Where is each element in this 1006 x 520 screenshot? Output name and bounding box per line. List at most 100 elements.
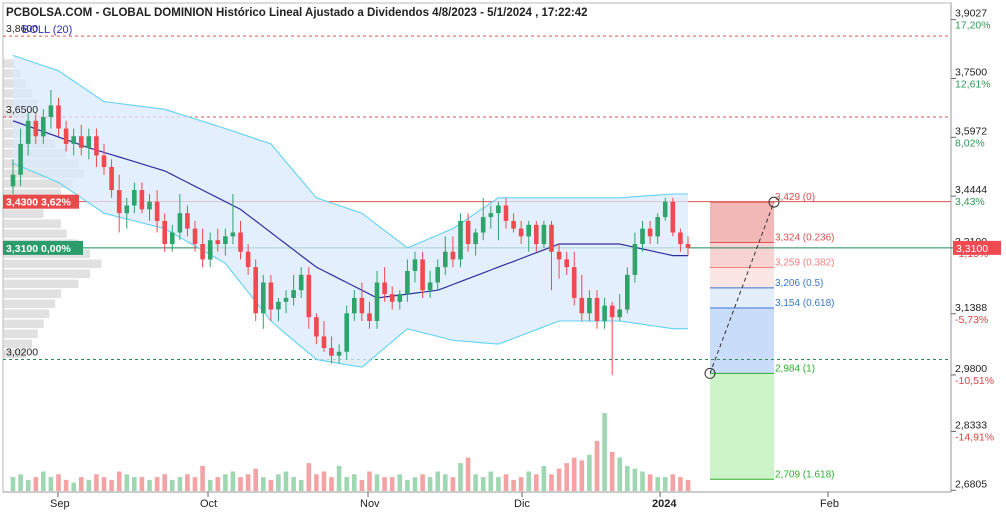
volume-profile-bar [3, 289, 61, 299]
volume-bar [427, 477, 433, 491]
last-price-box [953, 240, 1001, 255]
volume-bar [465, 457, 471, 491]
candle-body [170, 232, 175, 245]
candle-body [480, 217, 486, 233]
volume-bar [640, 471, 645, 491]
volume-profile-bar [3, 299, 56, 309]
volume-bar [215, 477, 221, 491]
volume-bar [450, 477, 456, 491]
candle-body [261, 282, 266, 314]
volume-bar [518, 477, 524, 491]
volume-bar [564, 463, 569, 491]
candle-body [215, 240, 221, 245]
candle-body [291, 290, 296, 298]
volume-profile-bar [3, 339, 32, 349]
volume-profile-bar [3, 259, 102, 268]
candle-body [640, 228, 645, 244]
candle-body [609, 305, 615, 318]
candle-body [526, 224, 531, 237]
volume-bar [571, 457, 577, 491]
candle-body [549, 224, 554, 252]
volume-bar [344, 477, 349, 491]
y-tick-percent: 12,61% [955, 78, 991, 90]
volume-profile-bar [3, 59, 15, 68]
volume-profile-bar [3, 209, 44, 218]
candle-body [336, 351, 342, 356]
fib-zone [710, 308, 774, 374]
volume-bar [124, 474, 130, 491]
volume-bar [609, 452, 615, 491]
candle-body [154, 201, 160, 221]
candle-body [253, 267, 258, 314]
volume-profile-bar [3, 329, 38, 339]
fib-zone [710, 287, 774, 308]
volume-bar [458, 463, 463, 491]
volume-bar [336, 465, 342, 491]
volume-bar [298, 479, 304, 491]
x-tick-label: Dic [514, 498, 530, 510]
y-tick-label: 3,7500 [955, 66, 987, 78]
candle-body [200, 244, 205, 260]
volume-profile-bar [3, 349, 27, 359]
volume-profile-bar [3, 179, 73, 188]
y-tick-percent: 8,02% [955, 137, 985, 149]
volume-bar [253, 468, 258, 491]
candle-body [617, 309, 622, 318]
candle-body [162, 220, 167, 244]
volume-bar [177, 477, 183, 491]
volume-bar [86, 479, 92, 491]
candle-body [344, 313, 349, 352]
candle-body [420, 259, 425, 291]
y-tick-label: 2,9800 [955, 363, 987, 375]
fib-anchor-high [768, 196, 780, 208]
left-level-label: 3,6500 [6, 104, 38, 116]
candle-body [662, 201, 668, 218]
candle-body [25, 120, 31, 144]
candle-body [488, 213, 494, 218]
candle-body [71, 136, 76, 144]
y-tick-label: 2,6805 [955, 478, 987, 490]
volume-bar [283, 471, 289, 491]
candle-body [405, 271, 410, 295]
candle-body [132, 190, 137, 206]
candle-body [655, 217, 660, 237]
fib-trend-line [709, 201, 775, 374]
x-tick-label: Feb [820, 498, 839, 510]
candle-body [625, 274, 630, 310]
candle-body [306, 274, 312, 318]
volume-bar [245, 474, 251, 491]
candle-body [685, 244, 691, 248]
candle-body [541, 224, 547, 245]
candle-body [594, 297, 600, 321]
volume-bar [374, 474, 380, 491]
volume-bar [647, 474, 653, 491]
volume-bar [397, 474, 403, 491]
volume-bar [617, 457, 622, 491]
volume-bar [56, 474, 61, 491]
volume-bar [662, 477, 668, 491]
bollinger-middle-line [12, 120, 688, 299]
volume-bar [556, 468, 562, 491]
candle-body [564, 259, 569, 268]
x-tick-label: Sep [50, 498, 70, 510]
volume-bar [147, 479, 152, 491]
candle-body [56, 105, 61, 129]
candle-body [329, 348, 334, 356]
fib-level-label: 2,984 (1) [775, 363, 815, 374]
left-level-label: 3,0200 [6, 347, 38, 359]
volume-bar [63, 479, 69, 491]
volume-bar [116, 471, 122, 491]
x-tick-label: Nov [360, 498, 380, 510]
volume-bar [261, 477, 266, 491]
volume-profile-bar [3, 219, 61, 228]
volume-bar [276, 474, 281, 491]
y-tick-percent: -14,91% [955, 431, 994, 443]
candle-body [352, 297, 357, 314]
volume-bar [534, 474, 539, 491]
candle-body [238, 232, 243, 252]
candle-body [458, 220, 463, 260]
volume-bar [488, 471, 494, 491]
volume-bar [10, 477, 16, 491]
candle-body [298, 274, 304, 291]
